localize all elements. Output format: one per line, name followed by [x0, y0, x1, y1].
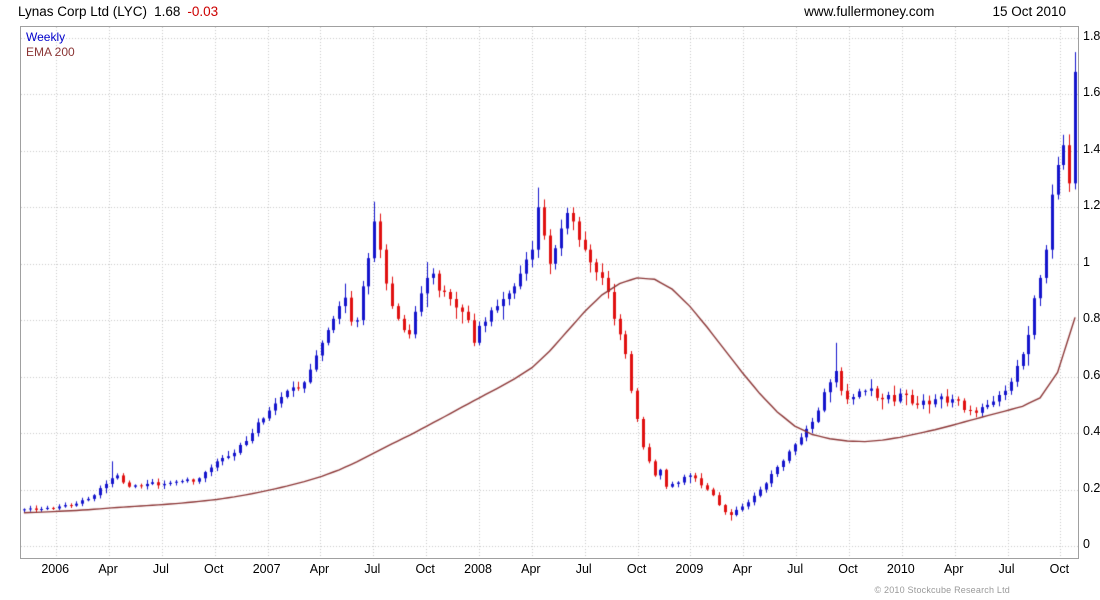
legend-ema-label: EMA 200 — [26, 45, 75, 59]
y-tick-label: 0.4 — [1083, 424, 1100, 439]
instrument-name: Lynas Corp Ltd (LYC) — [18, 4, 148, 19]
x-tick-label: Oct — [415, 562, 435, 576]
last-price: 1.68 — [154, 4, 181, 19]
copyright-text: © 2010 Stockcube Research Ltd — [874, 585, 1010, 595]
y-tick-label: 1.2 — [1083, 198, 1100, 213]
x-tick-label: Jul — [575, 562, 592, 576]
chart-legend: Weekly EMA 200 — [26, 30, 75, 60]
y-tick-label: 1.6 — [1083, 85, 1100, 100]
x-tick-label: Oct — [1049, 562, 1070, 576]
x-tick-label: Jul — [364, 562, 381, 576]
chart-header: Lynas Corp Ltd (LYC) 1.68 -0.03 www.full… — [18, 4, 1066, 19]
x-tick-label: Jul — [998, 562, 1015, 576]
x-tick-label: Oct — [626, 562, 647, 576]
x-tick-label: 2009 — [675, 562, 704, 576]
price-change: -0.03 — [187, 4, 219, 19]
chart-plot-area: Weekly EMA 200 — [20, 26, 1079, 559]
legend-weekly-label: Weekly — [26, 30, 66, 44]
x-tick-label: 2010 — [886, 562, 915, 576]
x-tick-label: Jul — [787, 562, 804, 576]
y-tick-label: 1.8 — [1083, 29, 1100, 43]
x-tick-label: Apr — [98, 562, 118, 576]
x-tick-label: Apr — [309, 562, 330, 576]
header-right: www.fullermoney.com 15 Oct 2010 — [804, 4, 1066, 19]
date-text: 15 Oct 2010 — [992, 4, 1066, 19]
x-tick-label: Oct — [838, 562, 858, 576]
y-tick-label: 0.2 — [1083, 480, 1100, 495]
x-tick-label: 2008 — [464, 562, 492, 576]
y-tick-label: 0.6 — [1083, 367, 1100, 382]
x-tick-label: Apr — [521, 562, 541, 576]
x-tick-label: Apr — [732, 562, 752, 576]
y-tick-label: 0 — [1083, 537, 1090, 551]
x-tick-label: 2007 — [252, 562, 281, 576]
x-tick-label: Oct — [204, 562, 224, 576]
x-tick-label: 2006 — [41, 562, 70, 576]
website-text: www.fullermoney.com — [804, 4, 935, 19]
price-chart-canvas — [21, 27, 1078, 558]
y-tick-label: 1 — [1083, 254, 1090, 269]
instrument-title: Lynas Corp Ltd (LYC) 1.68 -0.03 — [18, 4, 218, 19]
y-tick-label: 1.4 — [1083, 141, 1100, 156]
x-tick-label: Apr — [943, 562, 964, 576]
x-tick-label: Jul — [152, 562, 169, 576]
y-tick-label: 0.8 — [1083, 311, 1100, 326]
